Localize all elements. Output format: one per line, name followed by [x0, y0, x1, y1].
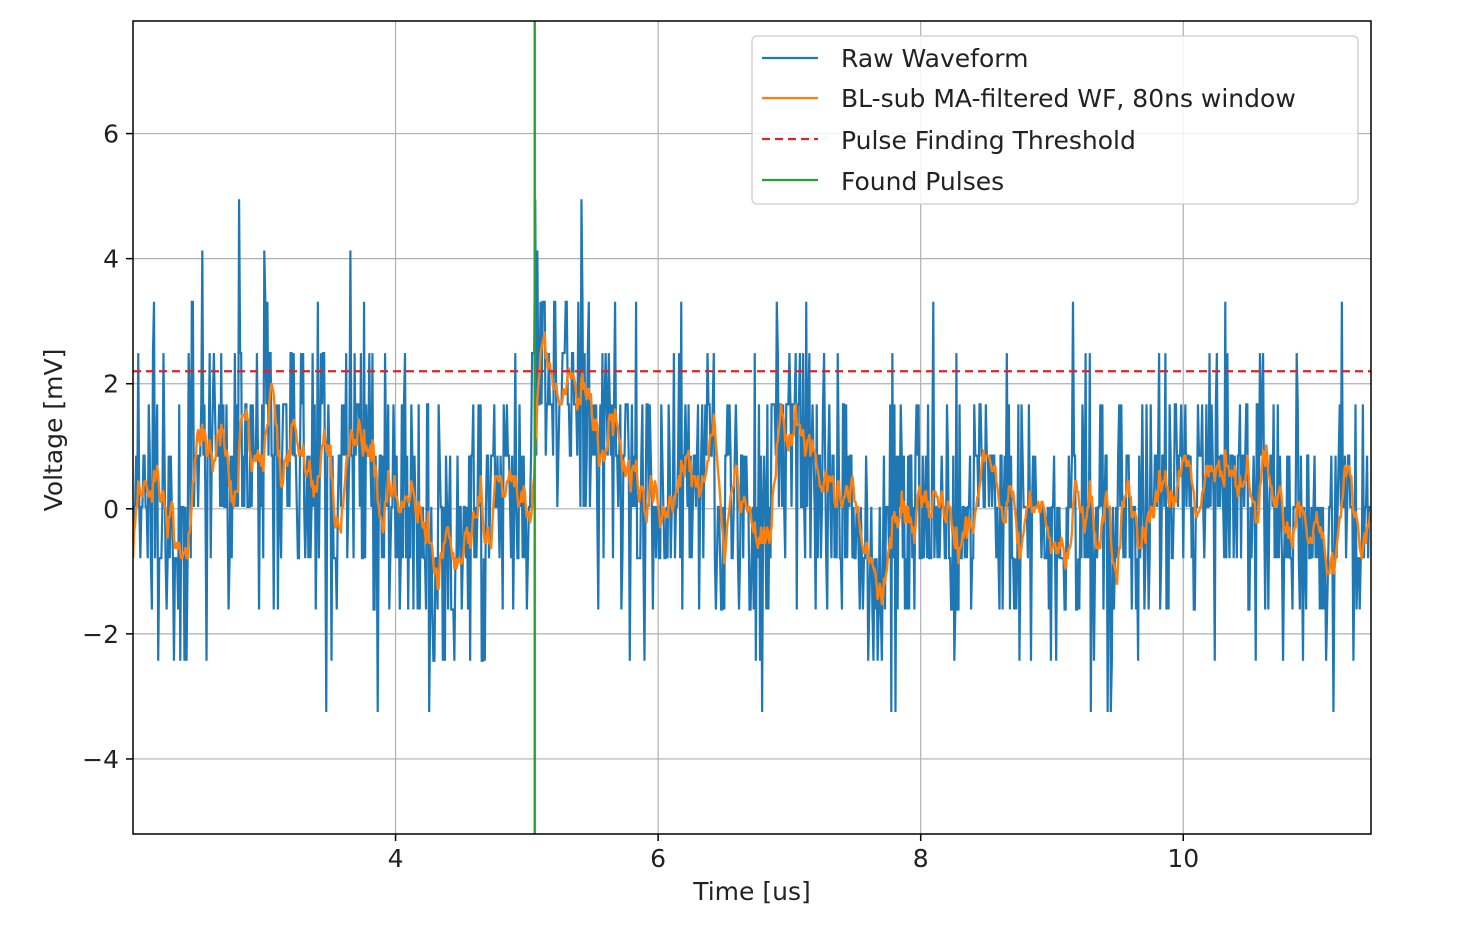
y-tick-label: −4 — [82, 745, 119, 774]
y-tick-label: −2 — [82, 620, 119, 649]
x-tick-label: 8 — [913, 844, 929, 873]
legend-box — [751, 35, 1359, 205]
legend-label-raw: Raw Waveform — [841, 44, 1028, 73]
x-axis-label: Time [us] — [692, 877, 811, 906]
y-tick-label: 4 — [103, 245, 119, 274]
x-tick-label: 10 — [1167, 844, 1199, 873]
x-tick-label: 6 — [650, 844, 666, 873]
plot-frame — [132, 20, 1372, 835]
legend-label-pulses: Found Pulses — [841, 167, 1004, 196]
legend: Raw Waveform BL-sub MA-filtered WF, 80ns… — [751, 35, 1359, 205]
y-axis-ticks: −4 −2 0 2 4 6 — [82, 120, 133, 774]
y-tick-label: 6 — [103, 120, 119, 149]
raw-waveform-line — [133, 199, 1371, 713]
legend-label-threshold: Pulse Finding Threshold — [841, 126, 1136, 155]
series-layer — [133, 21, 1371, 834]
x-tick-label: 4 — [388, 844, 404, 873]
y-tick-label: 2 — [103, 370, 119, 399]
y-tick-label: 0 — [103, 495, 119, 524]
y-axis-label: Voltage [mV] — [39, 349, 68, 512]
x-axis-ticks: 4 6 8 10 — [388, 834, 1199, 873]
ma-filtered-line — [133, 331, 1371, 606]
legend-label-ma: BL-sub MA-filtered WF, 80ns window — [841, 84, 1296, 113]
